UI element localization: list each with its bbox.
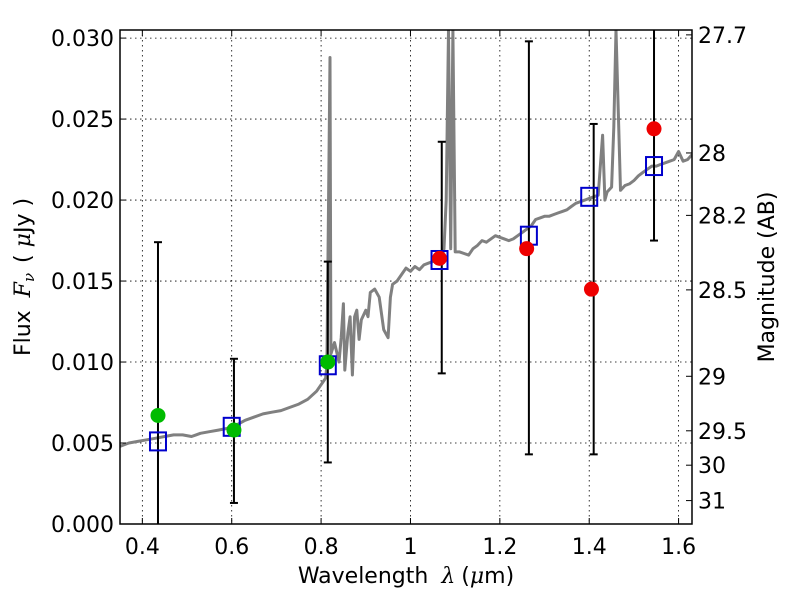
x-tick-label: 0.6 [214,535,249,560]
x-tick-label: 0.8 [304,535,339,560]
x-tick-label: 1 [403,535,417,560]
photometry-circle-marker [432,250,448,266]
x-tick-label: 1.4 [572,535,607,560]
photometry-circle-marker [226,422,242,438]
y-tick-label: 0.030 [51,27,114,52]
model-square-marker [148,431,167,452]
grid-lines [120,30,692,524]
plot-series [120,30,692,524]
y2-tick-label: 29 [698,365,726,390]
error-bar [153,241,162,524]
y2-tick-label: 28.2 [698,204,747,229]
photometry-circle-marker [583,281,599,297]
photometry-circle-marker [150,407,166,423]
y-axis-label: Flux Fν( μJy ) [11,198,38,356]
y-tick-label: 0.005 [51,432,114,457]
x-tick-label: 0.4 [125,535,160,560]
y2-tick-label: 28 [698,142,726,167]
x-tick-label: 1.6 [661,535,696,560]
y2-tick-label: 28.5 [698,279,747,304]
model-square-marker [645,156,664,177]
y-tick-label: 0.000 [51,513,114,538]
y-tick-label: 0.015 [51,270,114,295]
y-tick-label: 0.020 [51,189,114,214]
x-axis-label: Wavelength λ (μm) [298,564,514,589]
spectrum-line [120,30,692,448]
plot-frame [119,29,693,525]
axes: 0.4 0.6 0.8 1 1.2 1.4 1.6 0.000 0.005 0.010 0.015 0… [51,24,747,560]
y2-tick-label: 30 [698,454,726,479]
y2-tick-label: 29.5 [698,420,747,445]
y2-tick-label: 27.7 [698,24,747,49]
y-tick-label: 0.025 [51,108,114,133]
photometry-circle-marker [320,354,336,370]
photometry-circle-marker [646,121,662,137]
model-square-marker [580,186,599,207]
y2-tick-label: 31 [698,490,726,515]
photometry-circle-marker [519,241,535,257]
y2-axis-label: Magnitude (AB) [755,192,780,363]
y-tick-label: 0.010 [51,351,114,376]
x-tick-label: 1.2 [482,535,517,560]
